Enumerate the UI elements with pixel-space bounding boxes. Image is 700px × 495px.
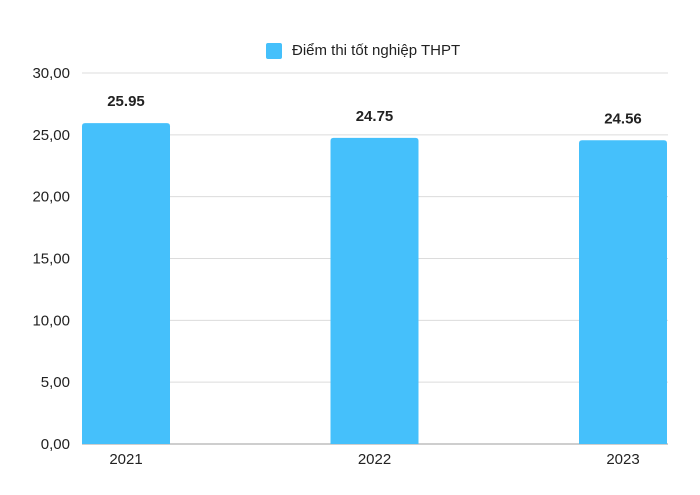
data-label: 25.95 — [107, 93, 145, 110]
y-tick-label: 15,00 — [32, 251, 70, 268]
x-tick-label: 2022 — [358, 451, 391, 468]
y-tick-label: 5,00 — [41, 374, 70, 391]
legend-swatch — [266, 42, 282, 59]
data-label: 24.56 — [604, 110, 642, 127]
legend-label: Điểm thi tốt nghiệp THPT — [292, 42, 461, 59]
y-tick-label: 25,00 — [32, 127, 70, 144]
y-tick-label: 0,00 — [41, 436, 70, 453]
x-tick-label: 2023 — [606, 451, 639, 468]
bar — [82, 123, 170, 445]
bar — [330, 137, 419, 445]
bar — [579, 140, 667, 445]
chart-legend: Điểm thi tốt nghiệp THPT — [266, 42, 460, 59]
data-label: 24.75 — [356, 108, 394, 125]
y-tick-label: 30,00 — [32, 65, 70, 82]
y-tick-label: 10,00 — [32, 312, 70, 329]
y-tick-label: 20,00 — [32, 189, 70, 206]
x-tick-label: 2021 — [109, 451, 142, 468]
